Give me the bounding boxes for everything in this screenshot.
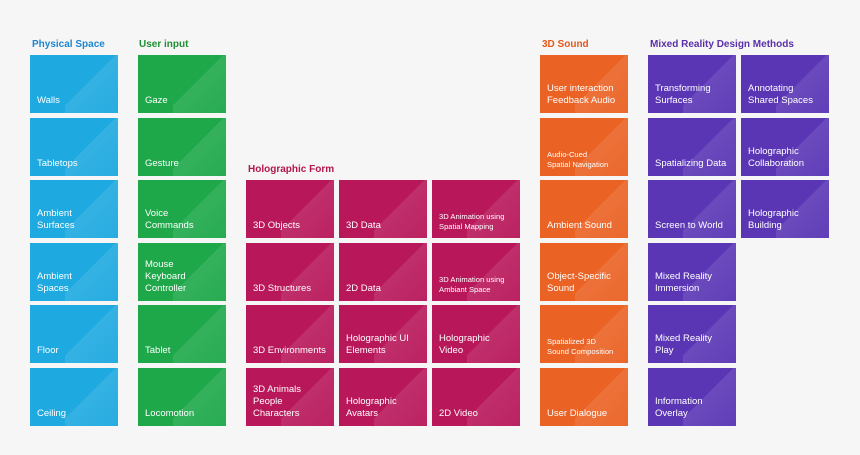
sound-tile[interactable]: User interaction Feedback Audio xyxy=(540,55,628,113)
holographic-tile[interactable]: 2D Data xyxy=(339,243,427,301)
holographic-tile[interactable]: 3D Objects xyxy=(246,180,334,238)
input-tile[interactable]: Locomotion xyxy=(138,368,226,426)
physical-tile[interactable]: Ceiling xyxy=(30,368,118,426)
input-tile[interactable]: Gesture xyxy=(138,118,226,176)
holographic-tile[interactable]: 3D Animals People Characters xyxy=(246,368,334,426)
mixed-reality-tile[interactable]: Holographic Collaboration xyxy=(741,118,829,176)
holographic-tile[interactable]: Holographic Avatars xyxy=(339,368,427,426)
holographic-tile[interactable]: 3D Environments xyxy=(246,305,334,363)
mixed-reality-tile[interactable]: Transforming Surfaces xyxy=(648,55,736,113)
physical-tile[interactable]: Ambient Surfaces xyxy=(30,180,118,238)
input-tile[interactable]: Gaze xyxy=(138,55,226,113)
sound-tile[interactable]: Object-Specific Sound xyxy=(540,243,628,301)
mixed-reality-header: Mixed Reality Design Methods xyxy=(650,39,794,50)
physical-tile[interactable]: Tabletops xyxy=(30,118,118,176)
mixed-reality-tile[interactable]: Mixed Reality Immersion xyxy=(648,243,736,301)
sound-tile[interactable]: Ambient Sound xyxy=(540,180,628,238)
mixed-reality-tile[interactable]: Annotating Shared Spaces xyxy=(741,55,829,113)
physical-space-header: Physical Space xyxy=(32,39,105,50)
mixed-reality-tile[interactable]: Spatializing Data xyxy=(648,118,736,176)
holographic-tile[interactable]: Holographic UI Elements xyxy=(339,305,427,363)
holographic-tile[interactable]: 3D Data xyxy=(339,180,427,238)
user-input-header: User input xyxy=(139,39,189,50)
holographic-tile[interactable]: 2D Video xyxy=(432,368,520,426)
holographic-tile[interactable]: 3D Animation using Ambiant Space xyxy=(432,243,520,301)
holographic-tile[interactable]: 3D Structures xyxy=(246,243,334,301)
holographic-tile[interactable]: Holographic Video xyxy=(432,305,520,363)
physical-tile[interactable]: Walls xyxy=(30,55,118,113)
input-tile[interactable]: Tablet xyxy=(138,305,226,363)
mixed-reality-tile[interactable]: Holographic Building xyxy=(741,180,829,238)
holographic-form-header: Holographic Form xyxy=(248,164,335,175)
sound-tile[interactable]: Audio-Cued Spatial Navigation xyxy=(540,118,628,176)
mixed-reality-tile[interactable]: Mixed Reality Play xyxy=(648,305,736,363)
mixed-reality-tile[interactable]: Information Overlay xyxy=(648,368,736,426)
physical-tile[interactable]: Ambient Spaces xyxy=(30,243,118,301)
physical-tile[interactable]: Floor xyxy=(30,305,118,363)
input-tile[interactable]: Voice Commands xyxy=(138,180,226,238)
input-tile[interactable]: Mouse Keyboard Controller xyxy=(138,243,226,301)
3d-sound-header: 3D Sound xyxy=(542,39,589,50)
mixed-reality-tile[interactable]: Screen to World xyxy=(648,180,736,238)
sound-tile[interactable]: User Dialogue xyxy=(540,368,628,426)
sound-tile[interactable]: Spatialized 3D Sound Composition xyxy=(540,305,628,363)
holographic-tile[interactable]: 3D Animation using Spatial Mapping xyxy=(432,180,520,238)
